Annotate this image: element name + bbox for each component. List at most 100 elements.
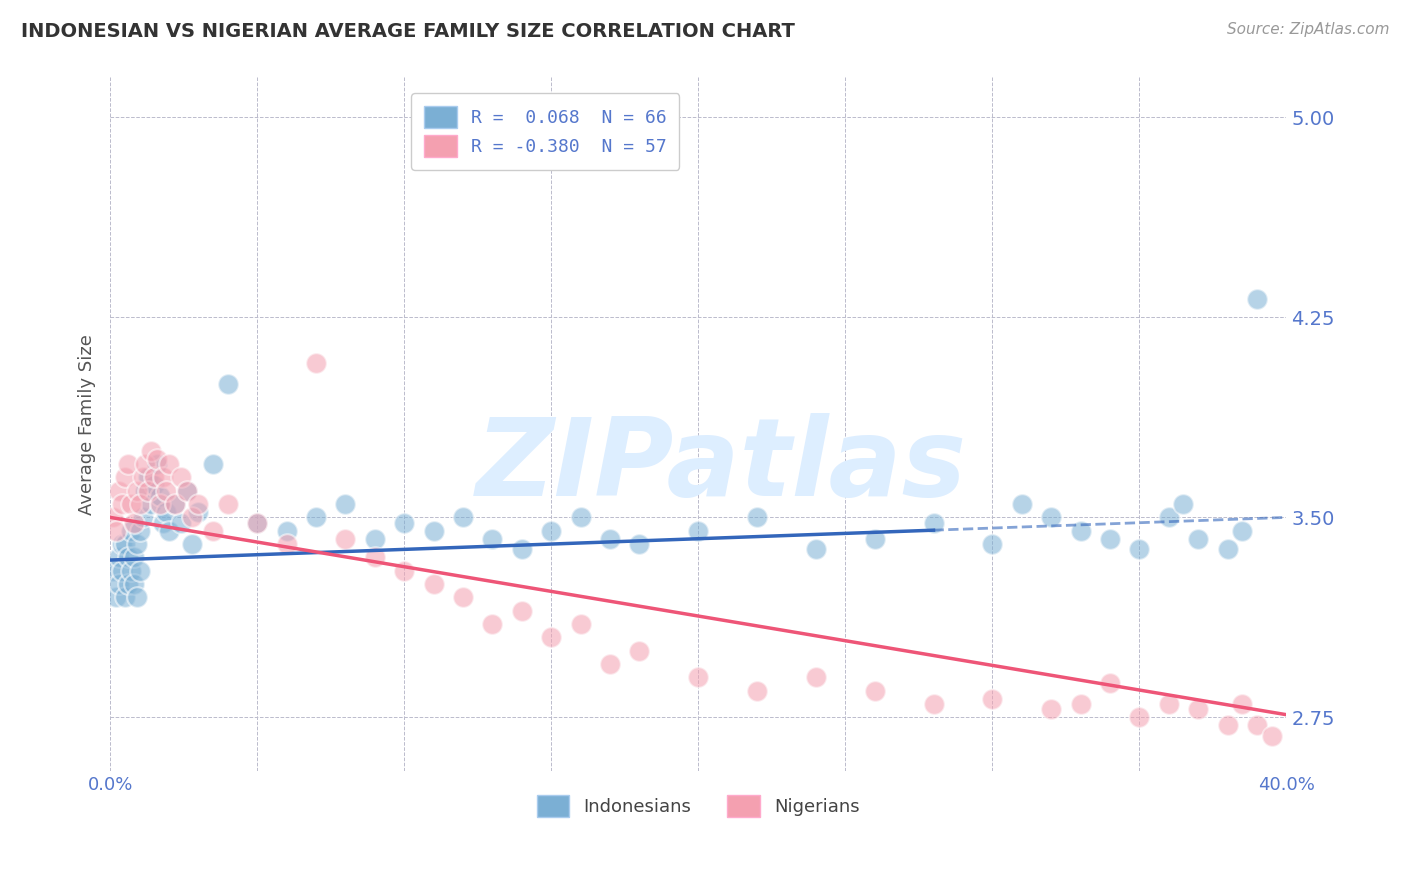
Point	[510, 604, 533, 618]
Point	[108, 577, 131, 591]
Point	[335, 497, 357, 511]
Point	[540, 631, 562, 645]
Point	[422, 577, 444, 591]
Point	[131, 510, 153, 524]
Text: ZIPatlas: ZIPatlas	[477, 413, 967, 518]
Point	[181, 537, 204, 551]
Point	[1173, 497, 1195, 511]
Point	[217, 377, 239, 392]
Point	[146, 451, 169, 466]
Point	[569, 617, 592, 632]
Point	[364, 550, 387, 565]
Point	[1070, 697, 1092, 711]
Point	[451, 510, 474, 524]
Point	[863, 683, 886, 698]
Point	[1098, 532, 1121, 546]
Point	[101, 564, 124, 578]
Point	[246, 516, 269, 530]
Point	[128, 497, 150, 511]
Point	[114, 591, 136, 605]
Point	[276, 524, 298, 538]
Point	[981, 537, 1004, 551]
Point	[176, 483, 198, 498]
Point	[1157, 697, 1180, 711]
Point	[305, 356, 328, 370]
Point	[108, 483, 131, 498]
Point	[157, 524, 180, 538]
Point	[111, 497, 134, 511]
Point	[335, 532, 357, 546]
Point	[125, 537, 148, 551]
Point	[804, 670, 827, 684]
Point	[141, 443, 163, 458]
Point	[981, 691, 1004, 706]
Point	[128, 524, 150, 538]
Point	[138, 483, 160, 498]
Point	[138, 470, 160, 484]
Point	[1216, 718, 1239, 732]
Point	[141, 497, 163, 511]
Point	[122, 577, 145, 591]
Point	[117, 457, 139, 471]
Point	[1040, 510, 1063, 524]
Point	[392, 516, 415, 530]
Point	[422, 524, 444, 538]
Point	[1246, 292, 1268, 306]
Point	[246, 516, 269, 530]
Point	[176, 483, 198, 498]
Point	[146, 457, 169, 471]
Point	[688, 670, 710, 684]
Point	[745, 510, 768, 524]
Point	[155, 483, 177, 498]
Point	[1157, 510, 1180, 524]
Point	[149, 489, 172, 503]
Point	[1128, 710, 1150, 724]
Point	[804, 542, 827, 557]
Point	[481, 532, 503, 546]
Point	[125, 483, 148, 498]
Point	[1260, 729, 1282, 743]
Point	[540, 524, 562, 538]
Point	[1011, 497, 1033, 511]
Point	[187, 505, 209, 519]
Point	[120, 564, 142, 578]
Point	[143, 470, 166, 484]
Point	[922, 516, 945, 530]
Point	[510, 542, 533, 557]
Point	[1232, 697, 1254, 711]
Point	[117, 577, 139, 591]
Legend: Indonesians, Nigerians: Indonesians, Nigerians	[529, 788, 868, 824]
Point	[1232, 524, 1254, 538]
Point	[1128, 542, 1150, 557]
Point	[1070, 524, 1092, 538]
Point	[628, 643, 651, 657]
Point	[157, 457, 180, 471]
Point	[481, 617, 503, 632]
Point	[134, 457, 156, 471]
Point	[114, 470, 136, 484]
Point	[108, 550, 131, 565]
Point	[181, 510, 204, 524]
Point	[1040, 702, 1063, 716]
Point	[276, 537, 298, 551]
Point	[152, 516, 174, 530]
Point	[688, 524, 710, 538]
Point	[163, 497, 186, 511]
Point	[143, 478, 166, 492]
Point	[745, 683, 768, 698]
Y-axis label: Average Family Size: Average Family Size	[79, 334, 96, 515]
Point	[202, 524, 225, 538]
Point	[1187, 702, 1209, 716]
Text: Source: ZipAtlas.com: Source: ZipAtlas.com	[1226, 22, 1389, 37]
Point	[569, 510, 592, 524]
Point	[149, 497, 172, 511]
Point	[122, 516, 145, 530]
Point	[599, 657, 621, 671]
Point	[599, 532, 621, 546]
Point	[101, 510, 124, 524]
Point	[134, 483, 156, 498]
Point	[202, 457, 225, 471]
Point	[1216, 542, 1239, 557]
Point	[364, 532, 387, 546]
Point	[120, 524, 142, 538]
